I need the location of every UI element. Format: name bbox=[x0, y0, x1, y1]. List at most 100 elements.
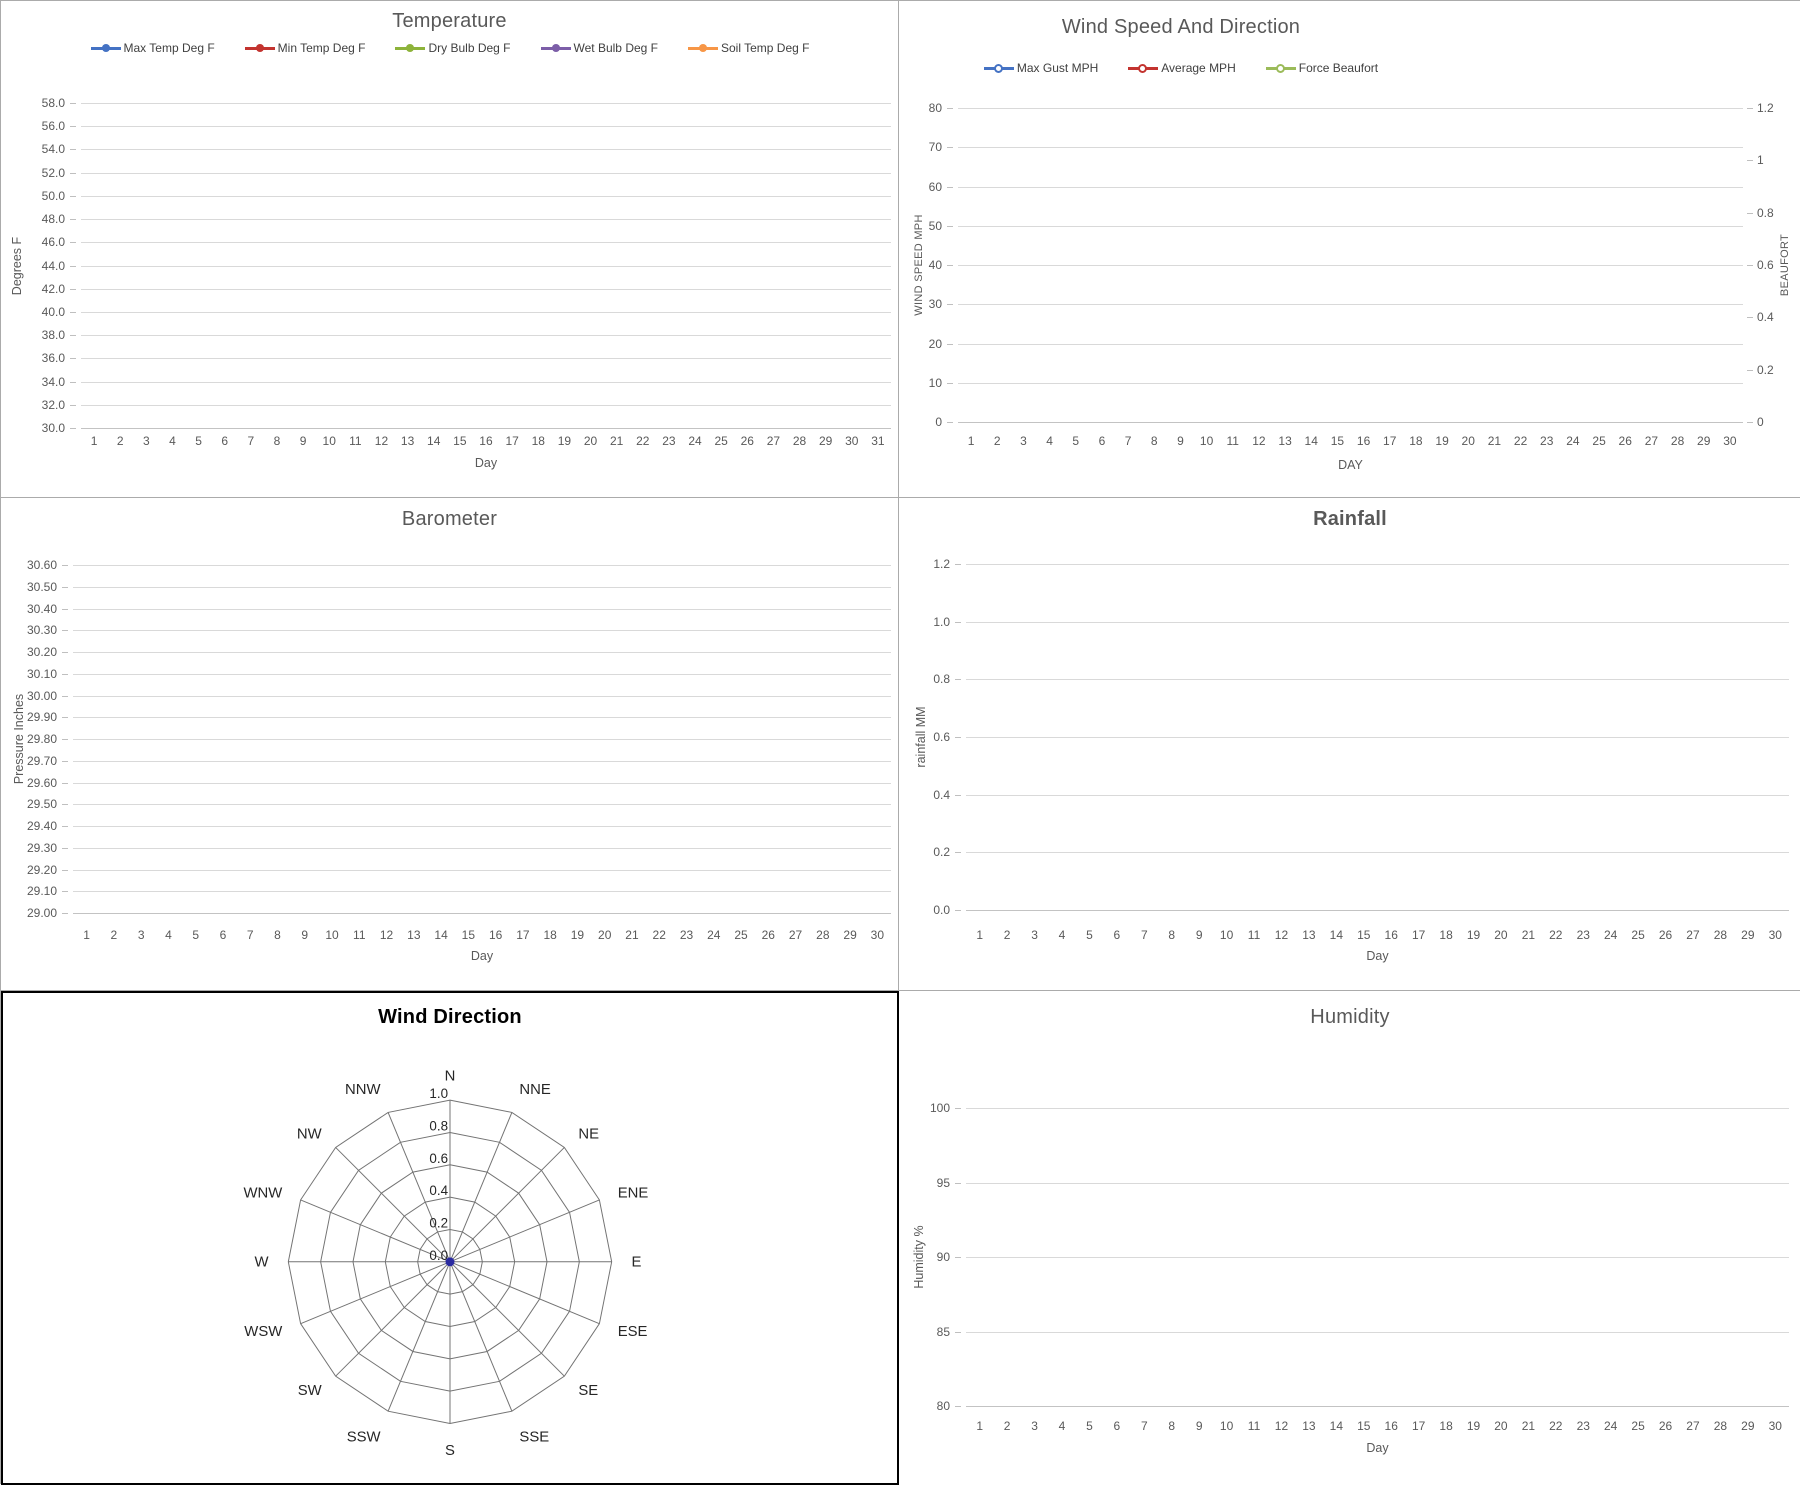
x-axis-tick-label: 2 bbox=[116, 434, 124, 448]
x-axis-tick-label: 29 bbox=[818, 434, 833, 448]
x-axis-tick-label: 25 bbox=[734, 928, 748, 942]
x-axis-tick-label: 23 bbox=[1576, 928, 1590, 942]
y-axis-tick-label: 10 bbox=[928, 375, 942, 390]
humidity-chart[interactable]: Humidity 100 95 90 85 80 1 2 3 4 5 6 7 8 9 10 11 12 13 14 1… bbox=[899, 991, 1800, 1485]
x-axis-tick-label: 17 bbox=[1383, 434, 1397, 448]
x-axis-tick-label: 3 bbox=[1031, 928, 1038, 942]
y-axis-tick bbox=[62, 739, 68, 740]
y-axis-tick-label: 30.30 bbox=[26, 623, 57, 638]
y-axis-tick-label: 30.00 bbox=[26, 688, 57, 703]
wind-direction-radar-chart[interactable]: Wind Direction N NNE NE ENE E ESE SE SSE S SSW SW W… bbox=[1, 991, 899, 1485]
x-axis-tick-label: 24 bbox=[1603, 1419, 1618, 1433]
x-axis-tick-label: 22 bbox=[1513, 434, 1528, 448]
y-axis-tick bbox=[955, 910, 961, 911]
gridline bbox=[966, 910, 1789, 911]
x-axis-tick-label: 8 bbox=[1150, 434, 1158, 448]
barometer-chart[interactable]: Barometer 30.60 30.50 30.40 30.30 30.20 30.10… bbox=[1, 498, 899, 991]
x-axis-tick-label: 23 bbox=[1576, 1419, 1590, 1433]
gridline bbox=[73, 804, 891, 806]
chart-title: Rainfall bbox=[1313, 508, 1387, 530]
legend-label: Wet Bulb Deg F bbox=[573, 41, 658, 55]
x-axis-tick-label: 5 bbox=[192, 928, 200, 942]
x-axis-tick-label: 3 bbox=[1020, 434, 1027, 448]
x-axis-tick-label: 6 bbox=[1113, 928, 1121, 942]
x-axis-tick-label: 22 bbox=[652, 928, 666, 942]
y-axis-title: Humidity % bbox=[912, 1225, 926, 1289]
x-axis-tick-label: 25 bbox=[1631, 1419, 1645, 1433]
chart-legend: Max Gust MPH Average MPH Force Beaufort bbox=[911, 61, 1451, 75]
gridline bbox=[73, 760, 891, 762]
x-axis-tick-label: 19 bbox=[1435, 434, 1449, 448]
y-axis-tick bbox=[62, 695, 68, 697]
gridline bbox=[73, 652, 891, 653]
temperature-chart[interactable]: Temperature Max Temp Deg F Min Temp Deg F… bbox=[1, 1, 899, 498]
right-axis-tick bbox=[1747, 212, 1753, 214]
x-axis-tick-label: 13 bbox=[1278, 434, 1292, 448]
x-axis-tick-label: 20 bbox=[583, 434, 598, 448]
x-axis-tick-label: 5 bbox=[1086, 928, 1093, 942]
y-axis-tick-label: 29.10 bbox=[26, 884, 57, 899]
x-axis-tick-label: 15 bbox=[453, 434, 467, 448]
x-axis-tick-label: 27 bbox=[1686, 928, 1700, 942]
legend-marker bbox=[244, 44, 275, 53]
y-axis-tick-label: 54.0 bbox=[41, 142, 65, 157]
chart-title: Barometer bbox=[401, 508, 498, 530]
radar-direction-label: WNW bbox=[243, 1185, 282, 1201]
x-axis-title: Day bbox=[474, 456, 498, 470]
radar-direction-label: WSW bbox=[244, 1324, 282, 1340]
y-axis-tick bbox=[947, 304, 953, 306]
x-axis-tick-label: 13 bbox=[1302, 928, 1316, 942]
x-axis-tick-label: 13 bbox=[407, 928, 421, 942]
rainfall-chart[interactable]: Rainfall 1.2 1.0 0.8 0.6 0.4 0.2 0.0 1 2 3 4 5 6 7 8 9 1… bbox=[899, 498, 1800, 991]
radar-spoke bbox=[387, 1112, 451, 1262]
radar-spoke bbox=[449, 1261, 565, 1377]
x-axis-tick-label: 15 bbox=[1330, 434, 1345, 448]
x-axis-tick-label: 19 bbox=[1466, 1419, 1481, 1433]
radar-spoke bbox=[300, 1199, 451, 1263]
wind-speed-chart[interactable]: Wind Speed And Direction Max Gust MPH Ave… bbox=[899, 1, 1800, 498]
x-axis-tick-label: 11 bbox=[1247, 1419, 1261, 1433]
gridline bbox=[81, 265, 891, 267]
y-axis-tick bbox=[955, 564, 961, 565]
radar-spoke bbox=[387, 1261, 451, 1412]
x-axis-tick-label: 18 bbox=[1439, 1419, 1453, 1433]
y-axis-tick-label: 29.00 bbox=[26, 906, 57, 920]
y-axis-tick-label: 40.0 bbox=[41, 304, 65, 319]
gridline bbox=[958, 422, 1743, 423]
gridline bbox=[73, 826, 891, 827]
x-axis-tick-label: 9 bbox=[1177, 434, 1184, 448]
x-axis-tick-label: 22 bbox=[1549, 928, 1563, 942]
y-axis-tick bbox=[955, 621, 961, 623]
y-axis-tick bbox=[955, 737, 961, 738]
y-axis-tick-label: 29.50 bbox=[26, 797, 57, 812]
right-axis-tick-label: 0.2 bbox=[1757, 362, 1774, 377]
gridline bbox=[81, 172, 891, 174]
x-axis-tick-label: 30 bbox=[1768, 928, 1782, 942]
y-axis-tick-label: 29.60 bbox=[26, 775, 57, 790]
x-axis-tick-label: 16 bbox=[1384, 928, 1398, 942]
y-axis-tick bbox=[947, 225, 953, 227]
x-axis-tick-label: 4 bbox=[1046, 434, 1053, 448]
y-axis-tick bbox=[62, 586, 68, 588]
x-axis-tick-label: 11 bbox=[353, 928, 366, 942]
gridline bbox=[958, 343, 1743, 345]
x-axis-title: Day bbox=[1366, 1441, 1389, 1455]
y-axis-tick-label: 50 bbox=[928, 218, 942, 233]
y-axis-tick bbox=[947, 186, 953, 188]
y-axis-tick bbox=[62, 717, 68, 719]
y-axis-tick-label: 85 bbox=[936, 1324, 950, 1339]
gridline bbox=[73, 565, 891, 566]
gridline bbox=[958, 225, 1743, 227]
radar-direction-label: S bbox=[445, 1443, 455, 1459]
gridline bbox=[81, 242, 891, 244]
chart-legend: Max Temp Deg F Min Temp Deg F Dry Bulb Deg… bbox=[90, 41, 809, 55]
wind-direction-radar: N NNE NE ENE E ESE SE SSE S SSW SW WSW W WNW NW NNW 0.0 0… bbox=[243, 1068, 648, 1459]
y-axis-tick bbox=[70, 428, 76, 429]
legend-label: Min Temp Deg F bbox=[277, 41, 366, 55]
legend-marker bbox=[688, 44, 718, 53]
x-axis-tick-label: 16 bbox=[479, 434, 493, 448]
y-axis-tick bbox=[62, 673, 68, 675]
gridline bbox=[73, 695, 891, 697]
gridline bbox=[81, 428, 891, 429]
x-axis-tick-label: 10 bbox=[1219, 928, 1234, 942]
